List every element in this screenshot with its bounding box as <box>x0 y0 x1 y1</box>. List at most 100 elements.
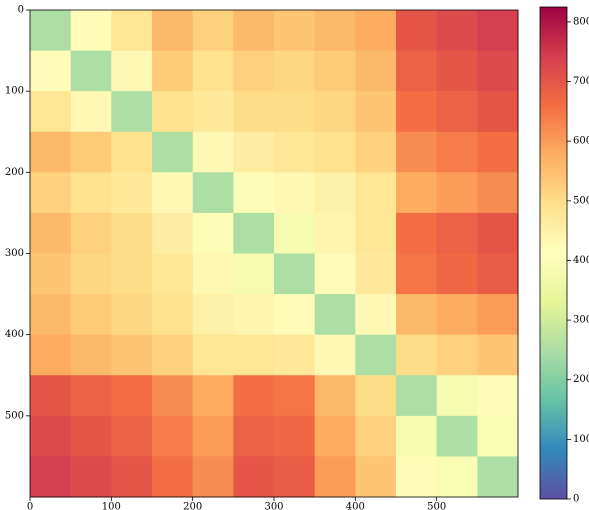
y-tick-label: 100 <box>5 86 24 97</box>
heatmap-cell <box>152 456 194 498</box>
x-tick-label: 100 <box>102 502 121 510</box>
heatmap-cell <box>477 456 519 498</box>
heatmap-cell <box>233 131 275 173</box>
heatmap-cell <box>355 131 397 173</box>
heatmap-cell <box>111 375 153 417</box>
heatmap-cell <box>436 212 478 254</box>
y-tick-label: 0 <box>18 5 24 16</box>
heatmap-cell <box>152 91 194 133</box>
colorbar-tick-label: 8000 <box>573 16 589 27</box>
x-tick-label: 200 <box>183 502 202 510</box>
heatmap-cell <box>192 253 234 295</box>
heatmap-cell <box>314 10 356 52</box>
colorbar-tick-label: 1000 <box>573 434 589 445</box>
colorbar-tick-label: 6000 <box>573 136 589 147</box>
colorbar <box>539 6 568 500</box>
heatmap-cell <box>152 50 194 92</box>
heatmap-cell <box>314 172 356 214</box>
heatmap-cell <box>396 91 438 133</box>
heatmap-cell <box>233 456 275 498</box>
heatmap-cell <box>436 50 478 92</box>
heatmap-cell <box>30 91 72 133</box>
heatmap-cell <box>111 294 153 336</box>
y-tick-label: 400 <box>5 329 24 340</box>
heatmap-cell <box>314 375 356 417</box>
heatmap-cell <box>274 456 316 498</box>
heatmap-cell <box>233 172 275 214</box>
heatmap-cell <box>30 415 72 457</box>
heatmap-cell <box>30 172 72 214</box>
heatmap-cell <box>233 415 275 457</box>
heatmap-cell <box>70 172 112 214</box>
heatmap-cell <box>436 294 478 336</box>
heatmap-cell <box>233 10 275 52</box>
heatmap-cell <box>274 131 316 173</box>
heatmap-cell <box>396 456 438 498</box>
heatmap-cell <box>274 172 316 214</box>
heatmap-cell <box>396 253 438 295</box>
heatmap-cell <box>355 253 397 295</box>
heatmap-cell <box>274 50 316 92</box>
heatmap-cell <box>233 50 275 92</box>
colorbar-tick-label: 2000 <box>573 374 589 385</box>
heatmap-cell <box>436 456 478 498</box>
colorbar-tick-label: 7000 <box>573 76 589 87</box>
heatmap-cell <box>314 334 356 376</box>
heatmap-cell <box>274 10 316 52</box>
heatmap-cell <box>436 334 478 376</box>
y-tick-label: 300 <box>5 248 24 259</box>
heatmap-cell <box>355 91 397 133</box>
heatmap-cell <box>111 50 153 92</box>
heatmap-cell <box>314 415 356 457</box>
heatmap-cell <box>436 131 478 173</box>
heatmap-cell <box>70 456 112 498</box>
heatmap-cell <box>152 294 194 336</box>
heatmap-cell <box>396 172 438 214</box>
heatmap-cell <box>111 172 153 214</box>
heatmap-cell <box>192 212 234 254</box>
heatmap-cell <box>355 415 397 457</box>
colorbar-tick-label: 0 <box>573 494 579 505</box>
heatmap-cell <box>111 212 153 254</box>
x-tick-label: 400 <box>346 502 365 510</box>
heatmap-cell <box>477 415 519 457</box>
heatmap-cell <box>314 456 356 498</box>
heatmap-cell <box>233 294 275 336</box>
y-tick-label: 200 <box>5 167 24 178</box>
heatmap-cell <box>396 131 438 173</box>
heatmap-cell <box>111 10 153 52</box>
heatmap-cell <box>355 10 397 52</box>
heatmap-cell <box>233 91 275 133</box>
heatmap <box>30 10 519 498</box>
heatmap-cell <box>192 415 234 457</box>
heatmap-cell <box>477 375 519 417</box>
heatmap-cell <box>192 456 234 498</box>
heatmap-cell <box>274 415 316 457</box>
heatmap-cell <box>314 50 356 92</box>
heatmap-cell <box>192 172 234 214</box>
heatmap-cell <box>477 91 519 133</box>
heatmap-cell <box>70 334 112 376</box>
heatmap-cell <box>396 294 438 336</box>
heatmap-cell <box>152 334 194 376</box>
heatmap-cell <box>274 253 316 295</box>
heatmap-cell <box>233 253 275 295</box>
heatmap-cell <box>314 253 356 295</box>
heatmap-cell <box>70 212 112 254</box>
heatmap-cell <box>152 10 194 52</box>
heatmap-cell <box>477 334 519 376</box>
heatmap-cell <box>30 456 72 498</box>
heatmap-cell <box>111 456 153 498</box>
heatmap-cell <box>274 91 316 133</box>
x-tick-label: 300 <box>264 502 283 510</box>
heatmap-cell <box>477 10 519 52</box>
heatmap-cell <box>396 375 438 417</box>
x-tick-label: 0 <box>27 502 33 510</box>
heatmap-cell <box>70 131 112 173</box>
heatmap-cell <box>70 10 112 52</box>
heatmap-cell <box>70 253 112 295</box>
heatmap-cell <box>355 294 397 336</box>
heatmap-cell <box>192 91 234 133</box>
heatmap-cell <box>152 131 194 173</box>
